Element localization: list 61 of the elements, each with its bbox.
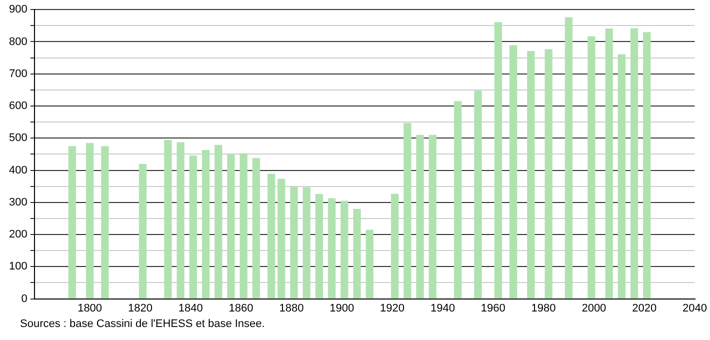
bar: [353, 208, 361, 299]
x-tick-label: 2000: [582, 302, 606, 314]
bar: [643, 32, 651, 299]
x-tick-label: 1980: [531, 302, 556, 314]
y-tick-label: 0: [21, 292, 28, 305]
y-tick-label: 100: [8, 260, 28, 273]
x-tick-label: 1840: [178, 302, 203, 314]
bar: [404, 123, 412, 299]
bar: [315, 194, 324, 299]
x-tick-label: 2040: [682, 302, 708, 314]
x-tick-label: 1900: [330, 302, 354, 314]
bar: [252, 158, 260, 299]
bar: [366, 230, 374, 299]
bar: [630, 28, 638, 299]
bar: [328, 198, 336, 299]
bar: [176, 142, 184, 299]
bar: [340, 200, 348, 299]
x-tick-label: 2020: [632, 302, 657, 314]
y-tick-label: 300: [8, 196, 28, 208]
bar: [214, 144, 222, 299]
y-tick-label: 400: [8, 164, 28, 176]
bar: [527, 51, 535, 299]
bar: [509, 45, 518, 299]
bar: [428, 134, 436, 299]
bar: [189, 155, 197, 299]
bar: [202, 150, 210, 299]
bar: [618, 54, 626, 299]
x-tick-label: 1800: [78, 302, 102, 314]
x-tick-label: 1820: [128, 302, 152, 314]
bar: [302, 187, 310, 299]
bar: [227, 154, 235, 299]
source-note: Sources : base Cassini de l'EHESS et base Insee.: [20, 318, 266, 330]
y-tick-label: 600: [8, 100, 28, 112]
bar: [474, 90, 482, 299]
bar: [544, 49, 552, 299]
bar: [564, 17, 573, 299]
x-tick-label: 1960: [480, 302, 506, 314]
bar: [278, 178, 286, 299]
y-tick-label: 200: [8, 228, 28, 241]
bar: [390, 194, 399, 299]
bar: [68, 146, 76, 299]
x-tick-label: 1860: [228, 302, 254, 314]
bar: [416, 134, 424, 299]
x-tick-label: 1880: [279, 302, 304, 314]
bar: [138, 164, 147, 299]
y-tick-label: 800: [8, 36, 28, 48]
bar: [240, 153, 248, 299]
y-tick-label: 900: [8, 4, 28, 16]
y-tick-label: 500: [8, 132, 28, 144]
bar: [164, 140, 172, 299]
y-tick-label: 700: [8, 68, 28, 80]
bar: [588, 36, 596, 299]
bar: [605, 28, 613, 299]
x-tick-label: 1940: [430, 302, 455, 314]
bar: [290, 186, 298, 299]
bar: [454, 101, 462, 299]
bar: [86, 142, 94, 299]
bar: [494, 22, 502, 299]
x-tick-label: 1920: [380, 302, 405, 314]
bar: [101, 146, 109, 299]
bar: [267, 174, 276, 299]
